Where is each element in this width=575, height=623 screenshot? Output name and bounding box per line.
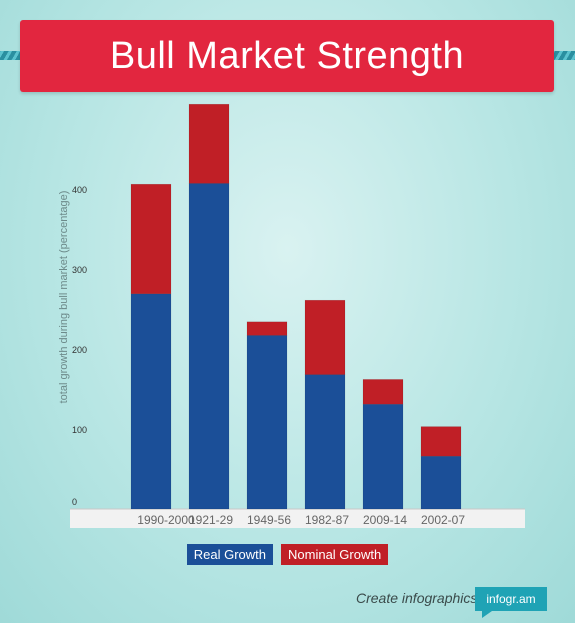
y-tick-label: 400 [72,185,87,195]
infogram-logo[interactable]: infogr.am [475,587,547,611]
rope-right [539,51,575,60]
bar-real-growth-1949-56[interactable] [246,335,288,510]
x-axis-band [70,509,525,528]
y-tick-label: 300 [72,265,87,275]
x-tick-label: 1982-87 [305,513,349,527]
y-tick-label: 200 [72,345,87,355]
x-tick-label: 2002-07 [421,513,465,527]
title-banner: Bull Market Strength [20,20,554,92]
bar-nominal-growth-2002-07[interactable] [420,426,462,457]
legend-nominal-growth[interactable]: Nominal Growth [281,544,389,565]
bar-nominal-growth-1921-29[interactable] [188,103,230,184]
y-axis-label: total growth during bull market (percent… [58,191,70,404]
x-tick-label: 1990-2000 [137,513,195,527]
y-tick-label: 100 [72,425,87,435]
bar-real-growth-1921-29[interactable] [188,183,230,510]
infogram-logo-tail [482,611,492,618]
create-infographics-text: Create infographics [356,590,478,606]
x-tick-label: 1921-29 [189,513,233,527]
x-tick-label: 1949-56 [247,513,291,527]
legend-real-growth[interactable]: Real Growth [186,544,274,565]
bar-real-growth-2009-14[interactable] [362,403,404,510]
bar-real-growth-1982-87[interactable] [304,374,346,510]
bar-nominal-growth-1990-2000[interactable] [130,183,172,295]
y-tick-label: 0 [72,497,77,507]
bar-nominal-growth-1949-56[interactable] [246,321,288,336]
legend: Real Growth Nominal Growth [0,544,575,565]
rope-left [0,51,36,60]
bar-nominal-growth-1982-87[interactable] [304,299,346,375]
bar-real-growth-1990-2000[interactable] [130,293,172,510]
bar-nominal-growth-2009-14[interactable] [362,379,404,405]
x-tick-label: 2009-14 [363,513,407,527]
page-title: Bull Market Strength [109,34,465,77]
bar-real-growth-2002-07[interactable] [420,455,462,510]
